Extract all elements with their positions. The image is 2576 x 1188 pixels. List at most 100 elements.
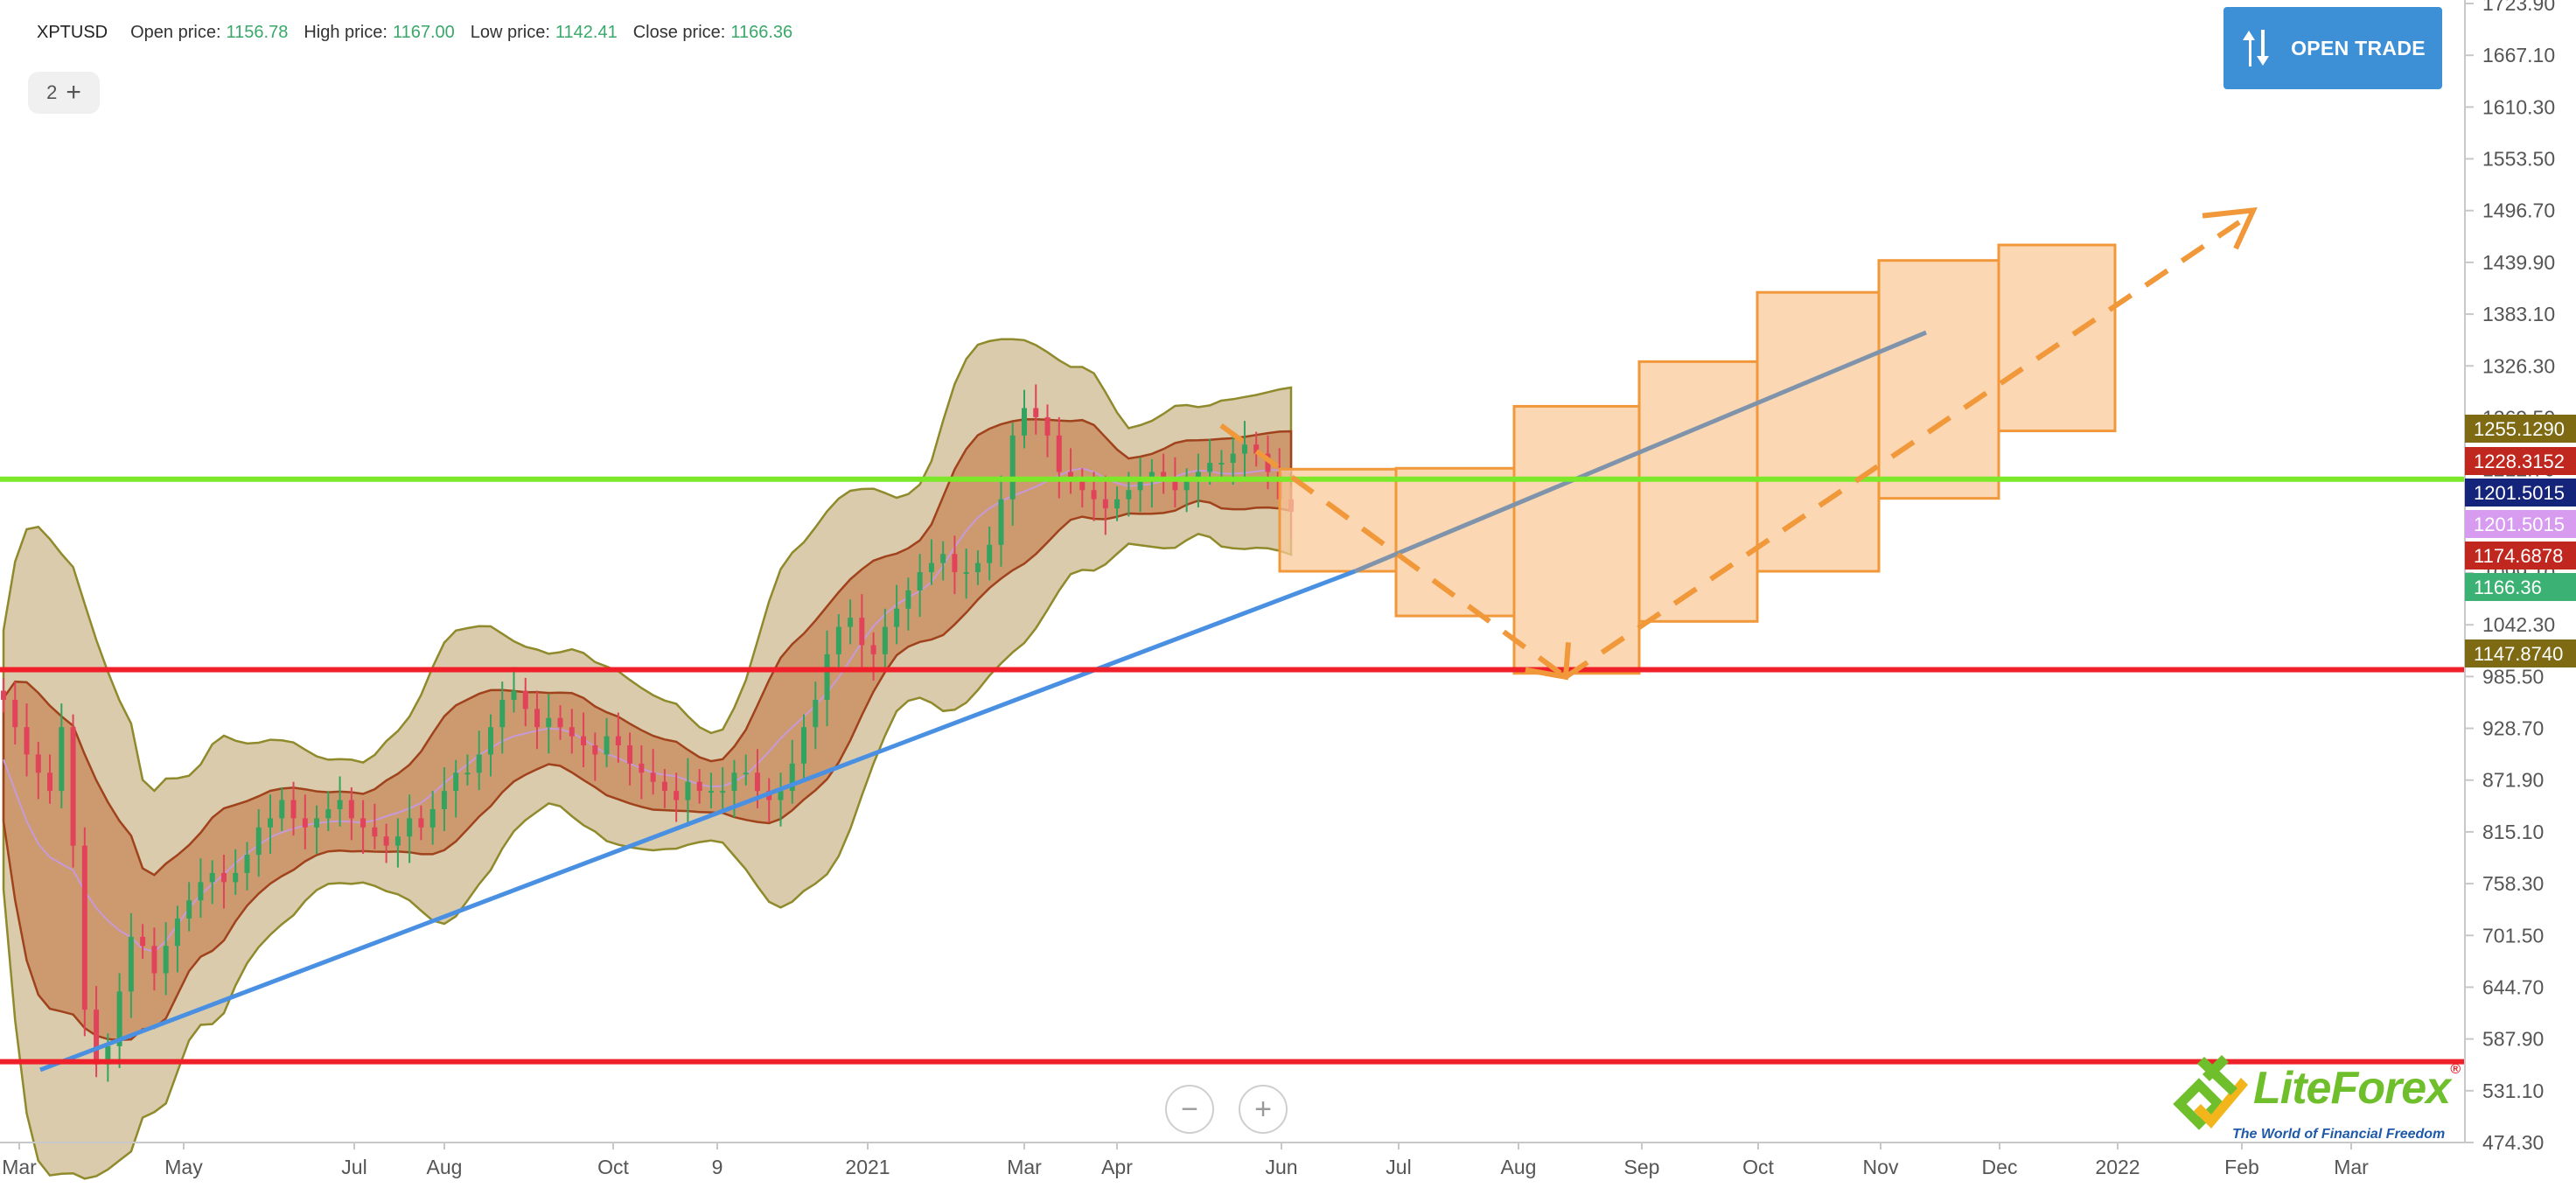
candle-body (174, 918, 180, 947)
candle-body (963, 572, 969, 575)
forecast-box (1756, 290, 1881, 573)
price-tag-label: 1255.1290 (2474, 418, 2565, 440)
price-tick-label: 815.10 (2482, 821, 2544, 843)
open-price: Open price: 1156.78 (130, 23, 288, 43)
price-tick-label: 1326.30 (2482, 354, 2555, 377)
price-tag (2465, 639, 2576, 667)
price-tick-label: 1610.30 (2482, 95, 2555, 118)
candle-body (952, 554, 958, 573)
candle-body (302, 818, 308, 828)
time-tick-label: Dec (1982, 1156, 2018, 1178)
price-tag (2465, 573, 2576, 601)
indicators-button[interactable]: 2 + (28, 72, 100, 114)
candle-body (70, 727, 76, 846)
candle-body (917, 572, 923, 591)
time-axis[interactable]: Mar May Jul Aug Oct 9 2021 Mar Apr Jun Jul Aug Sep Oc… (0, 1142, 2465, 1178)
price-tick-label: 1439.90 (2482, 251, 2555, 274)
price-tag (2465, 510, 2576, 538)
candle-body (661, 781, 667, 792)
candles (1, 384, 1294, 1082)
candle-body (47, 772, 53, 792)
plus-icon: + (66, 78, 81, 107)
open-trade-button[interactable]: OPEN TRADE (2223, 7, 2442, 89)
candle-body (360, 818, 367, 828)
candle-body (429, 808, 436, 828)
candle-body (1148, 472, 1155, 481)
time-tick-label: Feb (2224, 1156, 2259, 1178)
price-tag-label: 1147.8740 (2474, 643, 2563, 665)
candle-body (1056, 435, 1062, 472)
time-tick-label: 2022 (2095, 1156, 2140, 1178)
forecast-box (1394, 466, 1516, 618)
price-tick-label: 1667.10 (2482, 44, 2555, 66)
candle-body (1068, 472, 1074, 481)
time-tick-label: 9 (712, 1156, 723, 1178)
candle-body (987, 544, 993, 563)
candle-body (522, 690, 528, 709)
candle-body (1161, 472, 1167, 481)
candle-body (105, 1045, 111, 1065)
candle-body (1102, 499, 1108, 509)
price-tick-label: 928.70 (2482, 717, 2544, 740)
price-axis[interactable]: 1723.90 1667.10 1610.30 1553.50 1496.70 1439.… (2464, 0, 2555, 1154)
candle-body (511, 690, 517, 700)
candle-body (546, 717, 552, 728)
candle-body (499, 699, 506, 728)
candle-body (128, 936, 134, 992)
up-down-arrows-icon (2240, 28, 2272, 68)
time-tick-label: Aug (427, 1156, 463, 1178)
forecast-arrows[interactable] (1219, 206, 2258, 681)
zoom-in-button[interactable]: + (1239, 1085, 1288, 1134)
high-price-value: 1167.00 (392, 22, 455, 42)
time-tick-label: Jul (1386, 1156, 1411, 1178)
candle-body (1033, 408, 1039, 417)
price-tick-label: 531.10 (2482, 1080, 2544, 1102)
candle-body (1126, 490, 1132, 500)
candle-body (928, 563, 934, 573)
candle-body (453, 772, 459, 792)
price-tick-label: 1553.50 (2482, 148, 2555, 171)
open-price-value: 1156.78 (226, 22, 289, 42)
candle-body (163, 946, 169, 974)
arrow-head-up (2202, 206, 2258, 250)
forecast-boxes (1278, 243, 2117, 675)
plus-icon: + (1254, 1093, 1272, 1126)
time-tick-label: Oct (1742, 1156, 1774, 1178)
trendlines[interactable] (39, 330, 1927, 1073)
time-tick-label: Mar (2, 1156, 37, 1178)
zoom-out-button[interactable]: − (1165, 1085, 1214, 1134)
open-price-label: Open price: (130, 22, 221, 42)
candle-body (813, 699, 819, 728)
candle-body (1091, 490, 1097, 500)
candle-body (1, 690, 6, 700)
liteforex-logo: LiteForex® The World of Financial Freedo… (2168, 1052, 2465, 1148)
candle-body (778, 791, 784, 800)
uptrend-line (39, 569, 1356, 1073)
arrow-head-down (1525, 642, 1571, 681)
low-price-value: 1142.41 (555, 22, 618, 42)
trendline-projection (1354, 330, 1927, 574)
candle-body (394, 836, 401, 846)
candle-body (1044, 416, 1051, 436)
price-tick-label: 1383.10 (2482, 303, 2555, 325)
horizontal-levels[interactable] (0, 476, 2465, 1065)
candle-body (441, 791, 447, 809)
candle-body (882, 626, 888, 654)
price-tick-label: 985.50 (2482, 665, 2544, 688)
close-price-label: Close price: (632, 22, 726, 42)
symbol-name: XPTUSD (37, 22, 108, 42)
candle-body (337, 800, 343, 809)
price-tag (2465, 542, 2576, 570)
candle-body (1137, 480, 1143, 491)
candle-body (743, 772, 749, 775)
price-tick-label: 1042.30 (2482, 613, 2555, 636)
candle-body (383, 836, 389, 846)
candle-body (848, 618, 854, 627)
price-tag-label: 1174.6878 (2474, 545, 2563, 567)
candle-body (1195, 472, 1201, 481)
price-tag-label: 1166.36 (2474, 577, 2542, 598)
candle-body (801, 727, 807, 764)
high-price-label: High price: (304, 22, 387, 42)
